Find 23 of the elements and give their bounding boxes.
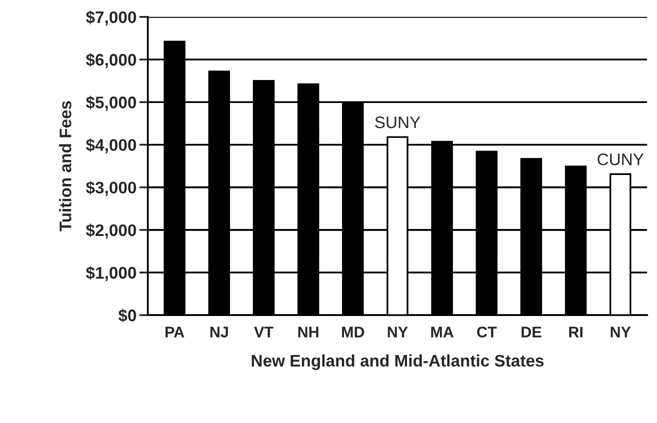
y-tick-label: $7,000: [86, 10, 136, 26]
annotation: CUNY: [598, 153, 644, 166]
x-tick-label: MA: [431, 326, 454, 338]
y-tick-label: $6,000: [86, 53, 136, 68]
x-tick-label: CT: [477, 326, 497, 338]
y-tick-label: $0: [118, 308, 136, 322]
x-tick-label: RI: [569, 326, 582, 338]
y-axis-title: Tuition and Fees: [59, 101, 72, 232]
x-tick-label: MD: [342, 326, 364, 338]
y-tick-label: $2,000: [86, 224, 136, 239]
x-axis-title: New England and Mid-Atlantic States: [252, 354, 544, 370]
y-tick-label: $4,000: [86, 138, 136, 154]
x-tick-label: NY: [610, 326, 631, 338]
annotation: SUNY: [375, 116, 420, 128]
y-tick-label: $1,000: [86, 266, 136, 282]
y-tick-label: $3,000: [86, 181, 136, 196]
x-tick-label: PA: [166, 326, 184, 338]
y-tick-label: $5,000: [86, 96, 136, 111]
x-tick-label: VT: [254, 326, 274, 338]
x-tick-label: NY: [388, 326, 408, 338]
x-tick-label: NH: [298, 326, 318, 338]
x-tick-label: DE: [522, 326, 542, 338]
x-tick-label: NJ: [210, 326, 228, 338]
